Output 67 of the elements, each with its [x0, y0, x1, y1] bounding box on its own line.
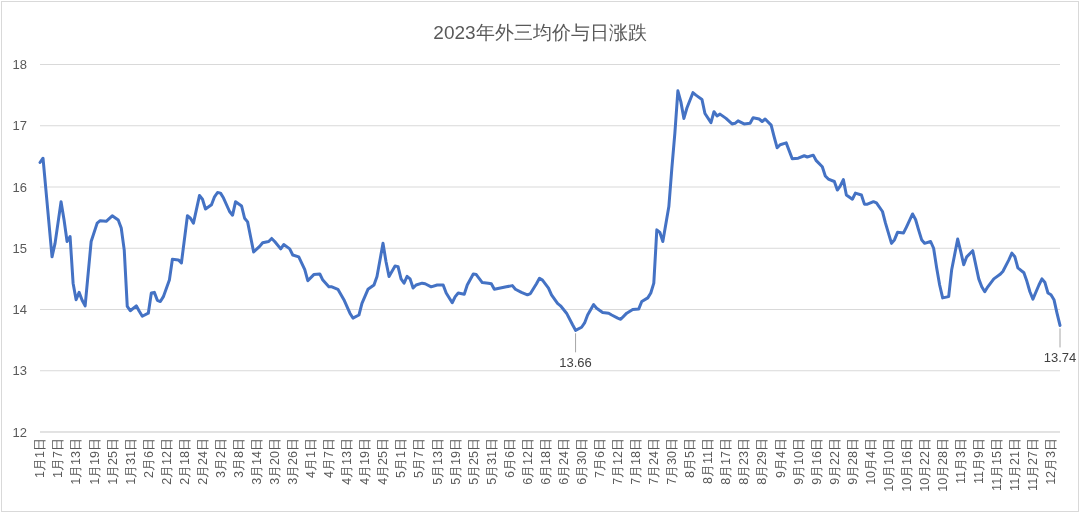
- x-tick-label: 1月1日: [33, 438, 48, 478]
- x-tick-label: 5月1日: [394, 438, 409, 478]
- chart-title: 2023年外三均价与日涨跌: [433, 22, 647, 43]
- x-tick-label: 1月13日: [69, 438, 84, 485]
- x-tick-label: 10月16日: [899, 438, 914, 492]
- x-tick-label: 2月18日: [177, 438, 192, 485]
- x-tick-label: 4月19日: [358, 438, 373, 485]
- x-tick-label: 11月15日: [990, 438, 1005, 491]
- x-tick-label: 8月17日: [719, 438, 734, 485]
- x-tick-label: 8月23日: [737, 438, 752, 485]
- x-tick-label: 2月6日: [141, 438, 156, 478]
- x-tick-label: 10月10日: [881, 438, 896, 492]
- x-tick-label: 4月25日: [376, 438, 391, 485]
- x-tick-label: 4月1日: [304, 438, 319, 478]
- y-tick-label: 15: [12, 240, 27, 256]
- x-tick-label: 8月29日: [755, 438, 770, 485]
- x-tick-label: 10月4日: [863, 438, 878, 485]
- x-tick-label: 5月13日: [430, 438, 445, 485]
- x-tick-label: 1月25日: [105, 438, 120, 485]
- x-tick-label: 7月6日: [593, 438, 608, 478]
- x-tick-label: 9月16日: [809, 438, 824, 485]
- x-tick-label: 7月12日: [611, 438, 626, 485]
- x-tick-label: 6月6日: [502, 438, 517, 478]
- x-tick-label: 5月31日: [484, 438, 499, 485]
- x-tick-label: 7月30日: [665, 438, 680, 485]
- y-tick-label: 14: [12, 302, 27, 318]
- x-tick-label: 9月28日: [845, 438, 860, 485]
- x-tick-label: 1月19日: [87, 438, 102, 485]
- x-tick-label: 1月7日: [51, 438, 66, 478]
- x-tick-label: 3月20日: [268, 438, 283, 485]
- x-tick-label: 10月22日: [917, 438, 932, 492]
- y-tick-label: 12: [12, 424, 27, 440]
- x-tick-label: 12月3日: [1044, 438, 1059, 485]
- x-tick-label: 9月4日: [773, 438, 788, 478]
- x-tick-label: 6月30日: [574, 438, 589, 485]
- x-tick-label: 3月26日: [286, 438, 301, 485]
- x-tick-label: 6月12日: [520, 438, 535, 485]
- x-tick-label: 4月7日: [322, 438, 337, 478]
- x-tick-label: 5月25日: [466, 438, 481, 485]
- annotation: 13.74: [1043, 350, 1077, 366]
- x-tick-label: 10月28日: [936, 438, 951, 492]
- x-tick-label: 11月3日: [954, 438, 969, 484]
- y-tick-label: 16: [12, 179, 27, 195]
- annotation: 13.66: [559, 355, 592, 371]
- x-tick-label: 11月9日: [972, 438, 987, 484]
- y-tick-label: 18: [12, 57, 27, 73]
- x-tick-label: 11月27日: [1026, 438, 1041, 491]
- x-tick-label: 1月31日: [123, 438, 138, 485]
- x-tick-label: 5月19日: [448, 438, 463, 485]
- x-tick-label: 11月21日: [1008, 438, 1023, 491]
- x-tick-label: 3月2日: [213, 438, 228, 478]
- x-tick-label: 8月11日: [701, 438, 716, 484]
- x-tick-label: 7月24日: [647, 438, 662, 485]
- y-tick-label: 17: [12, 118, 27, 134]
- x-tick-label: 4月13日: [340, 438, 355, 485]
- x-tick-label: 9月22日: [827, 438, 842, 485]
- x-tick-label: 7月18日: [629, 438, 644, 485]
- x-tick-label: 2月12日: [159, 438, 174, 485]
- y-tick-label: 13: [12, 363, 27, 379]
- x-tick-label: 6月24日: [556, 438, 571, 485]
- x-tick-label: 8月5日: [683, 438, 698, 478]
- x-tick-label: 6月18日: [538, 438, 553, 485]
- x-tick-label: 2月24日: [195, 438, 210, 485]
- x-tick-label: 3月14日: [250, 438, 265, 485]
- x-tick-label: 3月8日: [231, 438, 246, 478]
- x-tick-label: 5月7日: [412, 438, 427, 478]
- x-tick-label: 9月10日: [791, 438, 806, 485]
